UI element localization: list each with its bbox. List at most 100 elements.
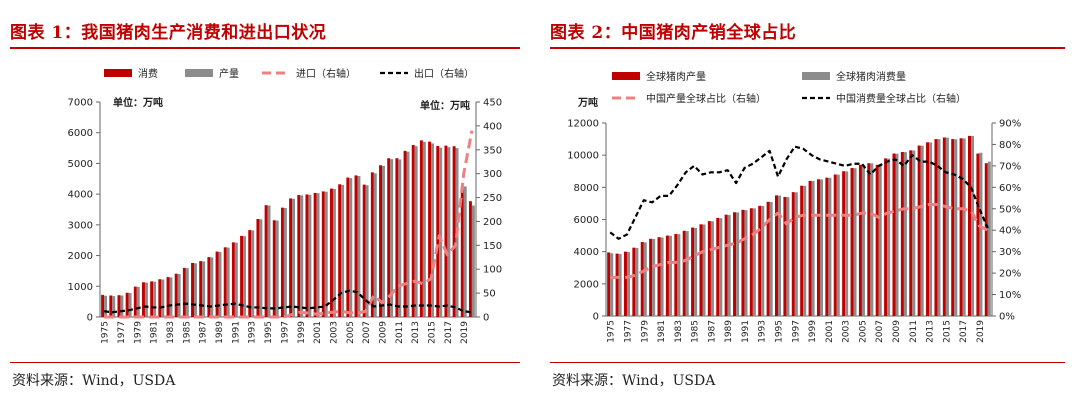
bar-2020 (471, 205, 475, 317)
bar-2008 (373, 173, 377, 317)
x-tick-label: 1999 (808, 320, 818, 343)
bar-2008 (370, 172, 374, 317)
y-tick-label-right: 0% (999, 312, 1015, 323)
bar-1985 (185, 268, 189, 317)
legend-label: 出口（右轴） (414, 67, 474, 80)
bar-2002 (324, 191, 328, 317)
bar-2012 (917, 145, 921, 316)
x-tick-label: 2017 (444, 321, 454, 344)
bar-2020 (987, 161, 991, 316)
y-tick-label-right: 30% (999, 247, 1021, 258)
bar-1993 (761, 205, 765, 316)
bar-2004 (850, 168, 854, 316)
y-tick-label-left: 8000 (574, 183, 599, 194)
x-tick-label: 2015 (428, 321, 438, 344)
y-tick-label-left: 6000 (574, 215, 599, 226)
y-tick-label-left: 12000 (567, 119, 599, 130)
x-tick-label: 2013 (411, 321, 421, 344)
x-tick-label: 1981 (657, 320, 667, 343)
bar-1979 (643, 242, 647, 316)
bar-1983 (677, 234, 681, 316)
bar-1995 (267, 205, 271, 317)
x-tick-label: 2019 (460, 321, 470, 344)
bar-1976 (615, 253, 619, 316)
bar-2013 (926, 142, 930, 316)
x-tick-label: 2007 (875, 320, 885, 343)
legend-label: 产量 (219, 67, 239, 80)
x-tick-label: 1997 (791, 320, 801, 343)
bar-2014 (937, 139, 941, 316)
bar-2003 (845, 171, 849, 316)
y-tick-label-right: 200 (483, 217, 502, 228)
bar-1997 (280, 207, 284, 317)
bar-2005 (861, 164, 865, 316)
legend-label: 进口（右轴） (296, 67, 356, 80)
bar-1998 (292, 198, 296, 317)
legend-label: 中国消费量全球占比（右轴） (836, 92, 966, 105)
legend-label: 全球猪肉消费量 (836, 70, 906, 83)
bar-1981 (150, 281, 154, 317)
bar-2018 (971, 136, 975, 316)
bar-2015 (428, 141, 432, 317)
bar-1984 (177, 274, 181, 317)
y-tick-label-right: 300 (483, 169, 502, 180)
bar-2015 (942, 137, 946, 316)
unit-right-label: 单位：万吨 (420, 99, 470, 112)
bar-2006 (354, 175, 358, 317)
bar-1982 (161, 279, 165, 317)
x-tick-label: 1983 (166, 321, 176, 344)
y-tick-label-left: 2000 (574, 279, 599, 290)
bar-2020 (984, 163, 988, 316)
bar-1985 (182, 267, 186, 317)
bar-2007 (875, 164, 879, 316)
x-tick-label: 1981 (150, 321, 160, 344)
bar-2007 (365, 185, 369, 317)
bar-2009 (895, 153, 899, 316)
bar-1983 (674, 233, 678, 316)
x-tick-label: 2005 (858, 320, 868, 343)
bar-2019 (463, 186, 467, 317)
chart-title: 图表 2：中国猪肉产销全球占比 (550, 23, 797, 43)
bar-1995 (778, 195, 782, 316)
bar-2018 (968, 135, 972, 316)
x-tick-label: 1987 (707, 320, 717, 343)
x-tick-label: 2011 (395, 321, 405, 344)
bar-1992 (240, 235, 244, 317)
bar-1997 (794, 192, 798, 316)
bar-1984 (685, 231, 689, 316)
bar-2017 (959, 138, 963, 316)
bar-1982 (668, 235, 672, 316)
bar-2014 (419, 140, 423, 317)
bar-2008 (887, 158, 891, 316)
bar-1999 (808, 180, 812, 316)
bar-2001 (313, 192, 317, 317)
bar-1975 (104, 295, 108, 317)
source-note: 资料来源：Wind，USDA (12, 373, 176, 389)
x-tick-label: 1999 (297, 321, 307, 344)
bar-1987 (710, 221, 714, 316)
bar-2014 (934, 139, 938, 316)
bar-1980 (652, 238, 656, 316)
bar-2010 (387, 158, 391, 317)
bar-1975 (101, 294, 105, 317)
bar-2012 (403, 150, 407, 317)
bar-2016 (436, 145, 440, 317)
bar-2009 (382, 165, 385, 317)
bar-2006 (357, 176, 361, 317)
bar-2012 (920, 145, 924, 316)
x-tick-label: 2009 (892, 320, 902, 343)
bar-2011 (912, 150, 916, 316)
bar-2001 (828, 177, 832, 316)
bar-2008 (884, 158, 888, 316)
series-line-1 (104, 130, 474, 319)
bar-1990 (226, 247, 230, 317)
bar-1993 (248, 230, 252, 317)
bar-1990 (736, 212, 740, 316)
bar-2010 (903, 152, 907, 316)
x-tick-label: 1975 (101, 321, 111, 344)
legend-label: 中国产量全球占比（右轴） (646, 92, 766, 105)
y-tick-label-right: 60% (999, 183, 1021, 194)
bar-2002 (321, 191, 325, 317)
bar-2005 (858, 164, 862, 316)
bar-1985 (691, 227, 695, 316)
